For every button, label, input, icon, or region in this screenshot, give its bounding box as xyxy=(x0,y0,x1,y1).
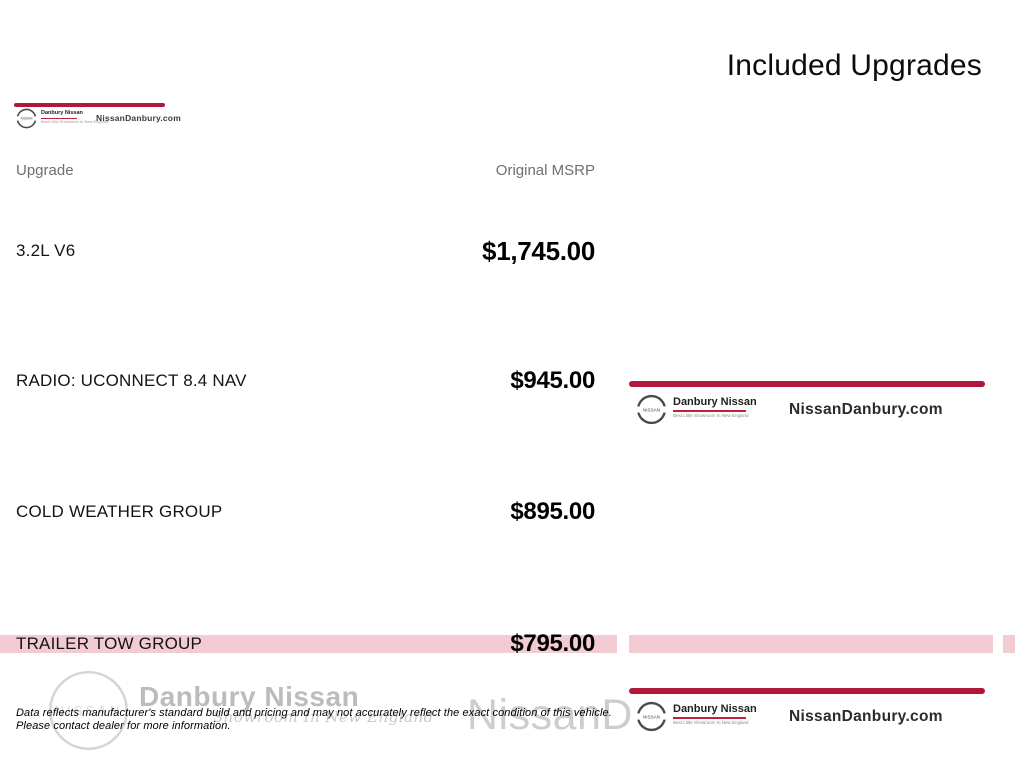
watermark-badge-icon: NISSAN xyxy=(48,670,129,751)
dealer-name: Danbury Nissan xyxy=(673,703,757,715)
website-text: NissanDanbury.com xyxy=(96,113,181,123)
sidebar-logo-middle: NISSAN Danbury Nissan Best Little Showro… xyxy=(629,381,985,433)
watermark-site-fragment: NissanD xyxy=(467,691,633,739)
website-text: NissanDanbury.com xyxy=(789,401,943,418)
disclaimer-text: Data reflects manufacturer's standard bu… xyxy=(16,707,626,732)
row-label: RADIO: UCONNECT 8.4 NAV xyxy=(16,371,247,390)
disclaimer-line1: Data reflects manufacturer's standard bu… xyxy=(16,707,612,719)
brand-rule-line xyxy=(629,381,985,387)
column-header-upgrade: Upgrade xyxy=(16,161,74,179)
row-price: $895.00 xyxy=(510,498,595,525)
watermark-dealer-name: Danbury Nissan xyxy=(139,681,360,712)
dealer-name-stack: Danbury Nissan Best Little Showroom In N… xyxy=(673,397,757,418)
dealer-name: Danbury Nissan xyxy=(673,396,757,408)
dealer-tagline: Best Little Showroom In New England xyxy=(41,118,109,124)
nissan-badge-icon: NISSAN xyxy=(16,108,37,129)
highlight-bar-segment xyxy=(629,635,993,653)
svg-text:NISSAN: NISSAN xyxy=(21,117,33,121)
row-price: $945.00 xyxy=(510,367,595,394)
column-header-msrp: Original MSRP xyxy=(495,161,595,179)
highlight-bar-segment xyxy=(0,635,617,653)
brand-rule-line xyxy=(629,688,985,694)
website-text: NissanDanbury.com xyxy=(789,708,943,725)
dealer-tagline: Best Little Showroom In New England xyxy=(673,412,749,418)
row-price: $795.00 xyxy=(510,630,595,657)
brand-rule-line xyxy=(14,103,165,107)
row-price: $1,745.00 xyxy=(482,235,595,266)
nissan-badge-icon: NISSAN xyxy=(636,394,667,425)
row-label: TRAILER TOW GROUP xyxy=(16,634,203,653)
dealer-name: Danbury Nissan xyxy=(41,110,83,116)
page-title: Included Upgrades xyxy=(726,49,982,82)
table-row: TRAILER TOW GROUP $795.00 xyxy=(0,626,625,662)
svg-text:NISSAN: NISSAN xyxy=(643,407,660,412)
row-label: 3.2L V6 xyxy=(16,241,76,260)
nissan-badge-icon: NISSAN xyxy=(636,701,667,732)
table-row: 3.2L V6 $1,745.00 xyxy=(0,233,625,269)
table-row: RADIO: UCONNECT 8.4 NAV $945.00 xyxy=(0,363,625,399)
dealer-name-stack: Danbury Nissan Best Little Showroom In N… xyxy=(673,704,757,725)
dealer-underline xyxy=(41,117,77,119)
table-header-row: Upgrade Original MSRP xyxy=(0,160,625,180)
svg-text:NISSAN: NISSAN xyxy=(55,703,123,718)
table-row: COLD WEATHER GROUP $895.00 xyxy=(0,494,625,530)
watermark-script-tagline: Showroom In New England xyxy=(213,708,434,726)
dealer-underline xyxy=(673,717,746,719)
sidebar-logo-bottom: NISSAN Danbury Nissan Best Little Showro… xyxy=(629,688,985,740)
dealer-name-stack: Danbury Nissan Best Little Showroom In N… xyxy=(41,110,109,124)
disclaimer-line2: Please contact dealer for more informati… xyxy=(16,719,231,732)
row-label: COLD WEATHER GROUP xyxy=(16,502,223,521)
dealer-tagline: Best Little Showroom In New England xyxy=(673,719,749,725)
highlight-bar-segment xyxy=(1003,635,1015,653)
svg-text:NISSAN: NISSAN xyxy=(643,714,660,719)
dealer-underline xyxy=(673,410,746,412)
